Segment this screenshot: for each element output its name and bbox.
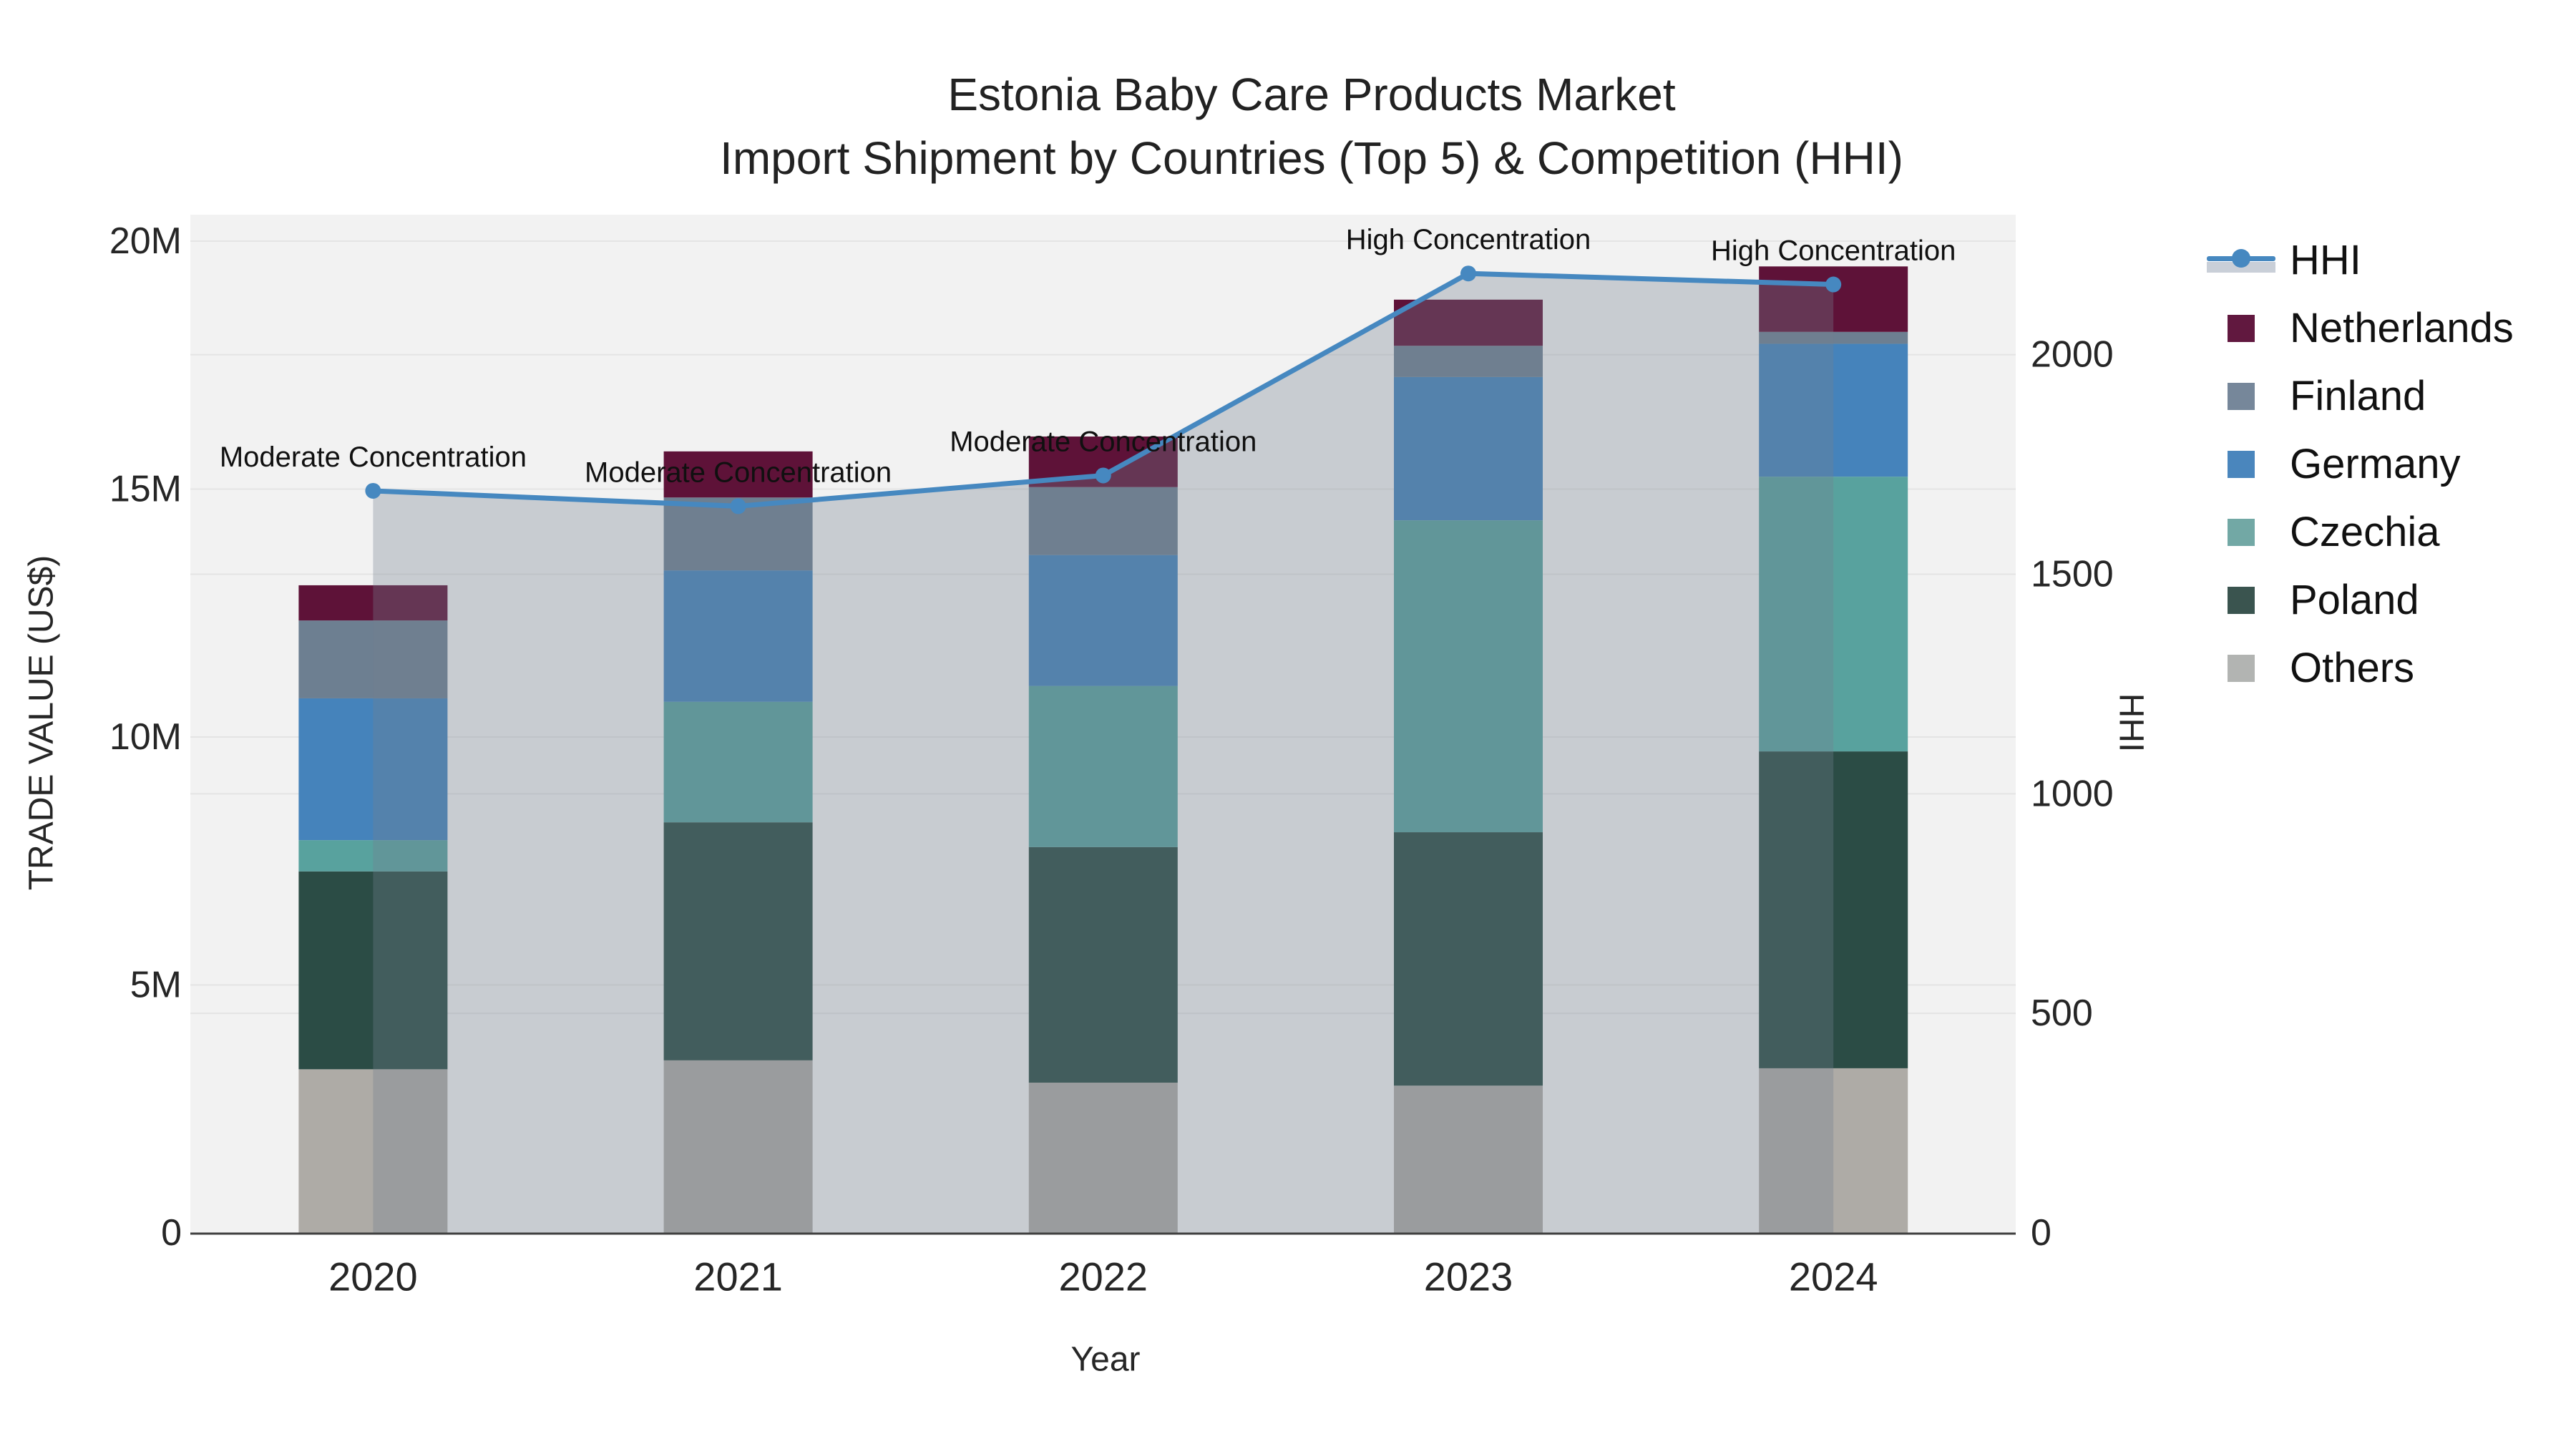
legend-item-czechia[interactable]: Czechia — [2205, 498, 2514, 566]
hhi-marker-2024 — [1825, 276, 1842, 293]
legend-label: Czechia — [2290, 509, 2440, 555]
y-tick-right-1000: 1000 — [2031, 773, 2114, 814]
bar-segment-2021-czechia — [663, 701, 813, 823]
bar-segment-2020-poland — [298, 871, 448, 1070]
bar-segment-2024-others — [1759, 1068, 1908, 1233]
chart-title-line2: Import Shipment by Countries (Top 5) & C… — [720, 132, 1903, 184]
bar-segment-2021-netherlands — [663, 451, 813, 498]
y-tick-left-5M: 5M — [130, 965, 182, 1006]
legend-square-icon — [2228, 450, 2255, 478]
color-swatch-icon — [2205, 430, 2277, 498]
annotation-2020: Moderate Concentration — [220, 441, 527, 473]
color-swatch-icon — [2205, 294, 2277, 362]
legend-square-icon — [2228, 586, 2255, 614]
x-tick-label-2023: 2023 — [1424, 1254, 1513, 1299]
legend-item-germany[interactable]: Germany — [2205, 430, 2514, 498]
bar-segment-2023-finland — [1394, 346, 1543, 377]
bar-segment-2024-finland — [1759, 331, 1908, 344]
bar-segment-2022-finland — [1028, 487, 1178, 555]
bar-segment-2023-poland — [1394, 832, 1543, 1086]
hhi-marker-2020 — [365, 482, 381, 499]
color-swatch-icon — [2205, 634, 2277, 702]
legend-square-icon — [2228, 654, 2255, 682]
x-tick-label-2024: 2024 — [1789, 1254, 1878, 1299]
x-axis-title: Year — [1070, 1340, 1141, 1379]
bar-segment-2020-netherlands — [298, 585, 448, 621]
legend-item-hhi[interactable]: HHI — [2205, 226, 2514, 294]
color-swatch-icon — [2205, 362, 2277, 430]
y-axis-title-right: HHI — [2112, 693, 2150, 753]
y-tick-left-10M: 10M — [109, 716, 182, 758]
legend-label: Netherlands — [2290, 305, 2514, 351]
hhi-line-swatch-icon — [2205, 226, 2277, 294]
y-tick-right-2000: 2000 — [2031, 334, 2114, 376]
bar-segment-2021-germany — [663, 570, 813, 702]
legend-item-netherlands[interactable]: Netherlands — [2205, 294, 2514, 362]
bar-segment-2020-others — [298, 1069, 448, 1233]
annotation-2023: High Concentration — [1346, 224, 1591, 255]
y-tick-left-20M: 20M — [109, 220, 182, 262]
annotation-2021: Moderate Concentration — [585, 457, 892, 488]
x-tick-label-2022: 2022 — [1059, 1254, 1148, 1299]
y-tick-right-1500: 1500 — [2031, 554, 2114, 595]
legend-label: HHI — [2290, 237, 2361, 283]
legend-label: Others — [2290, 645, 2415, 691]
bar-segment-2023-czechia — [1394, 520, 1543, 833]
bar-segment-2021-poland — [663, 822, 813, 1060]
y-tick-right-0: 0 — [2031, 1212, 2051, 1254]
bar-segment-2023-netherlands — [1394, 299, 1543, 346]
color-swatch-icon — [2205, 566, 2277, 634]
bar-segment-2020-finland — [298, 620, 448, 698]
color-swatch-icon — [2205, 498, 2277, 566]
bar-segment-2022-czechia — [1028, 686, 1178, 847]
annotation-2024: High Concentration — [1711, 235, 1956, 267]
bar-segment-2022-poland — [1028, 847, 1178, 1083]
bar-segment-2022-others — [1028, 1083, 1178, 1233]
legend: HHI Netherlands Finland Germany Czechia Polan… — [2205, 226, 2514, 702]
hhi-marker-2021 — [730, 498, 746, 514]
bar-segment-2023-germany — [1394, 376, 1543, 521]
chart-title-line1: Estonia Baby Care Products Market — [947, 69, 1676, 120]
bar-segment-2024-germany — [1759, 343, 1908, 477]
y-tick-left-0: 0 — [161, 1212, 182, 1254]
bar-segment-2020-germany — [298, 698, 448, 841]
legend-square-icon — [2228, 518, 2255, 546]
legend-item-others[interactable]: Others — [2205, 634, 2514, 702]
hhi-marker-2023 — [1460, 265, 1476, 282]
legend-label: Germany — [2290, 441, 2461, 487]
legend-square-icon — [2228, 314, 2255, 342]
bar-segment-2020-czechia — [298, 840, 448, 872]
chart-title: Estonia Baby Care Products Market Import… — [720, 63, 1903, 190]
bar-segment-2021-others — [663, 1060, 813, 1233]
annotation-2022: Moderate Concentration — [950, 426, 1257, 457]
legend-item-poland[interactable]: Poland — [2205, 566, 2514, 634]
x-tick-label-2021: 2021 — [693, 1254, 783, 1299]
y-tick-right-500: 500 — [2031, 992, 2093, 1034]
bar-segment-2024-czechia — [1759, 477, 1908, 752]
hhi-marker-2022 — [1095, 467, 1111, 484]
legend-item-finland[interactable]: Finland — [2205, 362, 2514, 430]
x-tick-label-2020: 2020 — [328, 1254, 418, 1299]
y-axis-title-left: TRADE VALUE (US$) — [22, 555, 61, 891]
legend-label: Finland — [2290, 373, 2426, 419]
bar-segment-2023-others — [1394, 1085, 1543, 1233]
hhi-marker-icon — [2232, 248, 2250, 268]
bar-segment-2024-poland — [1759, 751, 1908, 1068]
legend-label: Poland — [2290, 577, 2419, 623]
bar-segment-2022-germany — [1028, 555, 1178, 686]
y-tick-left-15M: 15M — [109, 469, 182, 510]
legend-square-icon — [2228, 382, 2255, 410]
